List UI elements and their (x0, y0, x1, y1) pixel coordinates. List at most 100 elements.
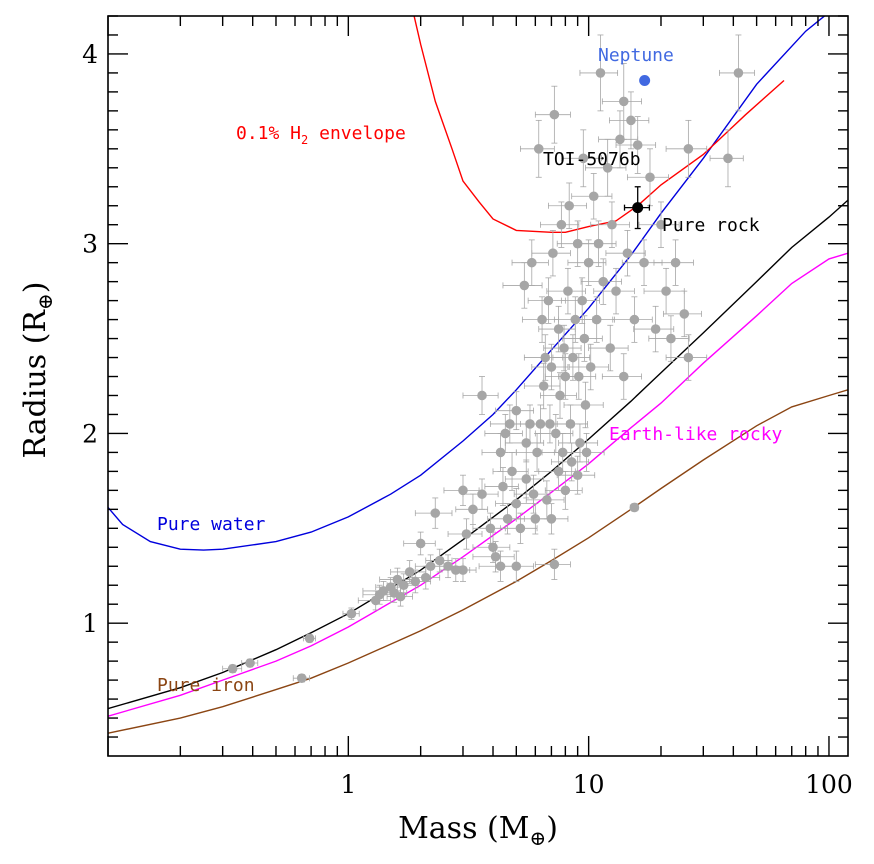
point-marker (618, 371, 629, 382)
point-marker (595, 68, 606, 78)
point-marker (468, 504, 478, 515)
planet-point (538, 305, 576, 353)
point-marker (560, 485, 571, 496)
point-marker (488, 542, 498, 553)
point-marker (683, 352, 694, 363)
planet-point (534, 85, 571, 144)
point-marker (615, 134, 625, 145)
point-marker (511, 561, 522, 572)
planet-point (462, 478, 499, 510)
point-marker (395, 591, 406, 602)
planet-point (462, 376, 499, 415)
y-axis-label: Radius (R⊕) (18, 282, 57, 459)
point-marker (588, 191, 599, 202)
point-marker (581, 447, 592, 458)
point-marker (549, 559, 560, 570)
planet-point (590, 201, 630, 248)
point-marker (605, 343, 616, 353)
planet-point (531, 230, 571, 277)
planet-point (579, 34, 619, 112)
point-marker (626, 115, 636, 126)
annotation-h2-envelope: 0.1% H2 envelope (236, 123, 406, 147)
label-target-planet: TOI-5076b (543, 149, 641, 170)
planet-point (574, 296, 615, 343)
planet-point (342, 607, 360, 620)
point-marker (521, 438, 532, 448)
point-marker (477, 489, 487, 499)
planet-point (484, 467, 519, 506)
point-marker (723, 153, 733, 164)
point-marker (430, 508, 441, 518)
curve-pure-rock (108, 199, 848, 710)
point-marker (577, 295, 587, 306)
point-marker (683, 144, 694, 154)
point-marker (565, 419, 576, 429)
point-marker (733, 68, 744, 78)
planet-point (525, 480, 565, 520)
point-marker (639, 257, 649, 268)
point-marker (296, 673, 307, 684)
planet-point (648, 315, 690, 362)
point-marker (532, 447, 542, 458)
point-marker (607, 219, 617, 230)
point-marker (461, 529, 472, 539)
planet-point (492, 452, 529, 491)
planet-point (560, 129, 602, 188)
point-marker (495, 447, 506, 458)
planet-point (558, 353, 597, 400)
planet-point (513, 474, 551, 514)
annotation-h2-envelope-sub: 2 (301, 133, 308, 147)
point-marker (622, 248, 633, 258)
annotation-pure-water: Pure water (157, 514, 266, 535)
annotation-h2-envelope-main: 0.1% H (236, 123, 301, 144)
point-marker (420, 572, 431, 583)
annotation-earth-like-rocky: Earth-like rocky (609, 424, 783, 445)
planet-point (709, 129, 744, 188)
point-marker (575, 438, 585, 448)
plot-frame (107, 15, 849, 757)
planet-point (472, 512, 506, 544)
axes-box (107, 15, 849, 757)
planet-point (534, 548, 571, 580)
planet-point (396, 569, 432, 594)
planet-point (302, 633, 316, 644)
annotation-pure-rock: Pure rock (662, 215, 760, 236)
planet-point (567, 239, 607, 286)
x-axis-label-text: Mass (M (398, 811, 529, 846)
planet-point (504, 459, 545, 499)
point-marker (415, 538, 426, 549)
point-marker (679, 309, 690, 319)
point-marker (538, 381, 549, 391)
x-axis-label-close: ) (546, 811, 558, 846)
point-marker (568, 352, 578, 363)
planet-point (521, 296, 560, 343)
planet-point (403, 531, 436, 556)
planet-point (638, 201, 680, 248)
point-marker (579, 333, 590, 344)
point-marker (549, 109, 560, 120)
point-marker (540, 352, 551, 363)
point-marker (498, 481, 508, 492)
point-marker (519, 280, 530, 291)
point-marker (500, 428, 511, 439)
curve-pure-water (108, 16, 826, 551)
planet-point (241, 658, 259, 668)
point-marker (572, 470, 583, 480)
planet-point (633, 305, 675, 353)
planet-point (495, 550, 534, 582)
annotation-h2-envelope-tail: envelope (308, 123, 406, 144)
point-marker (656, 219, 666, 230)
x-tick-label: 1 (340, 770, 356, 799)
point-marker (378, 586, 389, 596)
point-marker (585, 362, 596, 372)
point-marker (666, 333, 676, 344)
point-marker (477, 390, 487, 401)
point-marker (602, 162, 613, 173)
point-marker (458, 565, 468, 575)
point-marker (502, 514, 513, 524)
curve-earth-like-rocky (108, 252, 848, 717)
planet-point (653, 239, 694, 286)
planet-point (663, 290, 702, 338)
point-marker (458, 485, 468, 496)
y-axis-label-subscript: ⊕ (33, 293, 57, 310)
